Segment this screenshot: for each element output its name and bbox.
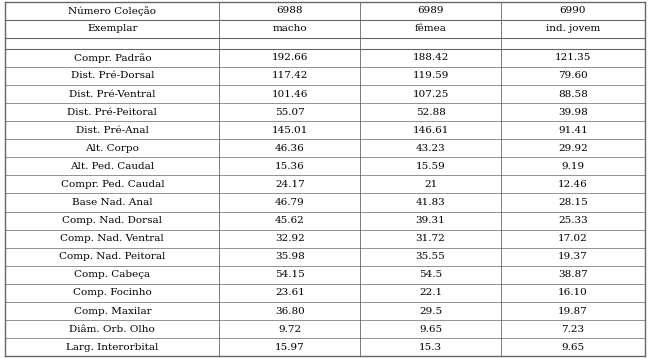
- Text: Base Nad. Anal: Base Nad. Anal: [72, 198, 153, 207]
- Text: ind. jovem: ind. jovem: [546, 24, 600, 33]
- Text: Dist. Pré-Dorsal: Dist. Pré-Dorsal: [71, 72, 154, 81]
- Text: 54.5: 54.5: [419, 270, 442, 279]
- Text: Dist. Pré-Ventral: Dist. Pré-Ventral: [69, 90, 155, 98]
- Text: 117.42: 117.42: [272, 72, 308, 81]
- Text: 39.31: 39.31: [415, 216, 445, 225]
- Text: Exemplar: Exemplar: [87, 24, 138, 33]
- Text: Compr. Padrão: Compr. Padrão: [73, 53, 151, 63]
- Text: fêmea: fêmea: [415, 24, 447, 33]
- Text: 12.46: 12.46: [558, 180, 588, 189]
- Text: Alt. Ped. Caudal: Alt. Ped. Caudal: [70, 162, 155, 171]
- Text: 38.87: 38.87: [558, 270, 588, 279]
- Text: 45.62: 45.62: [275, 216, 305, 225]
- Text: Comp. Cabeça: Comp. Cabeça: [74, 270, 150, 279]
- Text: 29.5: 29.5: [419, 306, 442, 315]
- Text: 119.59: 119.59: [412, 72, 448, 81]
- Text: 52.88: 52.88: [415, 108, 445, 117]
- Text: 19.37: 19.37: [558, 252, 588, 261]
- Text: 107.25: 107.25: [412, 90, 448, 98]
- Text: 101.46: 101.46: [272, 90, 308, 98]
- Text: 146.61: 146.61: [412, 126, 448, 135]
- Text: 192.66: 192.66: [272, 53, 308, 62]
- Text: 35.55: 35.55: [415, 252, 445, 261]
- Text: 9.65: 9.65: [562, 343, 584, 352]
- Text: Número Coleção: Número Coleção: [68, 6, 157, 16]
- Text: Comp. Nad. Peitoral: Comp. Nad. Peitoral: [59, 252, 166, 261]
- Text: Dist. Pré-Peitoral: Dist. Pré-Peitoral: [68, 108, 157, 117]
- Text: 41.83: 41.83: [415, 198, 445, 207]
- Text: Larg. Interorbital: Larg. Interorbital: [66, 343, 159, 352]
- Text: 35.98: 35.98: [275, 252, 305, 261]
- Text: 9.65: 9.65: [419, 325, 442, 334]
- Text: Compr. Ped. Caudal: Compr. Ped. Caudal: [60, 180, 164, 189]
- Text: Comp. Nad. Ventral: Comp. Nad. Ventral: [60, 234, 164, 243]
- Text: 6990: 6990: [560, 6, 586, 15]
- Text: 46.79: 46.79: [275, 198, 305, 207]
- Text: 54.15: 54.15: [275, 270, 305, 279]
- Text: 29.92: 29.92: [558, 144, 588, 153]
- Text: 28.15: 28.15: [558, 198, 588, 207]
- Text: 15.36: 15.36: [275, 162, 305, 171]
- Text: 188.42: 188.42: [412, 53, 448, 62]
- Text: 15.59: 15.59: [415, 162, 445, 171]
- Text: 9.72: 9.72: [278, 325, 302, 334]
- Text: 79.60: 79.60: [558, 72, 588, 81]
- Text: 25.33: 25.33: [558, 216, 588, 225]
- Text: 6989: 6989: [417, 6, 444, 15]
- Text: Alt. Corpo: Alt. Corpo: [85, 144, 139, 153]
- Text: 145.01: 145.01: [272, 126, 308, 135]
- Text: 32.92: 32.92: [275, 234, 305, 243]
- Text: 88.58: 88.58: [558, 90, 588, 98]
- Text: 6988: 6988: [276, 6, 303, 15]
- Text: 22.1: 22.1: [419, 289, 442, 297]
- Text: 9.19: 9.19: [562, 162, 584, 171]
- Text: Comp. Nad. Dorsal: Comp. Nad. Dorsal: [62, 216, 162, 225]
- Text: 36.80: 36.80: [275, 306, 305, 315]
- Text: macho: macho: [272, 24, 307, 33]
- Text: 21: 21: [424, 180, 437, 189]
- Text: 91.41: 91.41: [558, 126, 588, 135]
- Text: 17.02: 17.02: [558, 234, 588, 243]
- Text: 7.23: 7.23: [562, 325, 584, 334]
- Text: 39.98: 39.98: [558, 108, 588, 117]
- Text: Diâm. Orb. Olho: Diâm. Orb. Olho: [70, 325, 155, 334]
- Text: 55.07: 55.07: [275, 108, 305, 117]
- Text: 23.61: 23.61: [275, 289, 305, 297]
- Text: Dist. Pré-Anal: Dist. Pré-Anal: [76, 126, 149, 135]
- Text: 31.72: 31.72: [415, 234, 445, 243]
- Text: Comp. Focinho: Comp. Focinho: [73, 289, 151, 297]
- Text: 24.17: 24.17: [275, 180, 305, 189]
- Text: 19.87: 19.87: [558, 306, 588, 315]
- Text: 15.97: 15.97: [275, 343, 305, 352]
- Text: Comp. Maxilar: Comp. Maxilar: [73, 306, 151, 315]
- Text: 121.35: 121.35: [554, 53, 591, 62]
- Text: 16.10: 16.10: [558, 289, 588, 297]
- Text: 15.3: 15.3: [419, 343, 442, 352]
- Text: 43.23: 43.23: [415, 144, 445, 153]
- Text: 46.36: 46.36: [275, 144, 305, 153]
